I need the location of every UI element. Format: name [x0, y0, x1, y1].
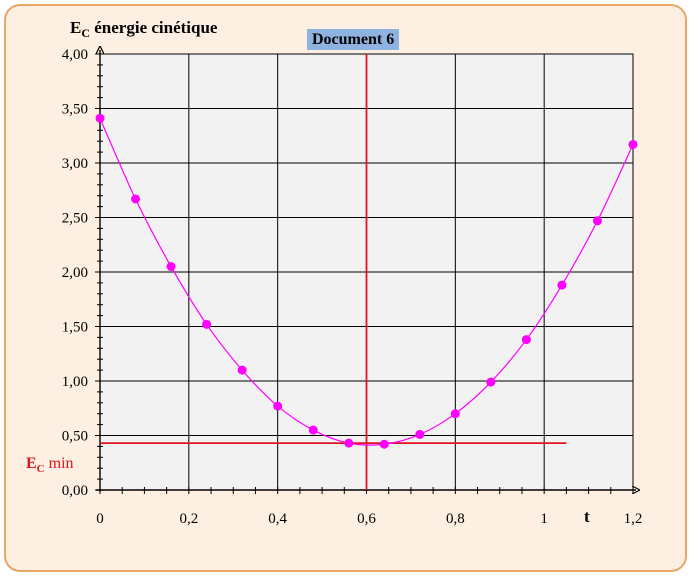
- data-point: [344, 438, 354, 448]
- y-tick-label: 3,50: [62, 102, 88, 118]
- x-tick-label: 1: [540, 511, 548, 527]
- y-axis-title: EC énergie cinétique: [70, 18, 218, 40]
- ec-min-label: EC min: [26, 455, 74, 475]
- y-axis-title-rest: énergie cinétique: [94, 18, 218, 37]
- document-label: Document 6: [307, 29, 400, 50]
- y-tick-label: 1,50: [62, 320, 88, 336]
- x-tick-label: 0,2: [179, 511, 198, 527]
- y-axis-title-main: E: [70, 18, 82, 37]
- data-point: [486, 377, 496, 387]
- data-point: [557, 280, 567, 290]
- x-tick-label: 0,4: [268, 511, 287, 527]
- y-tick-label: 3,00: [62, 156, 88, 172]
- x-axis-title: t: [584, 507, 590, 526]
- data-point: [521, 335, 531, 345]
- ec-min-label-sub: C: [36, 463, 45, 475]
- x-tick-label: 0: [96, 511, 104, 527]
- series-line: [99, 118, 634, 446]
- y-tick-label: 2,50: [62, 211, 88, 227]
- y-tick-label: 4,00: [62, 47, 88, 63]
- data-point: [95, 113, 105, 123]
- annotation-lines: [100, 54, 567, 490]
- y-tick-label: 0,50: [62, 429, 88, 445]
- x-tick-label: 0,6: [357, 511, 376, 527]
- y-tick-label: 0,00: [62, 483, 88, 499]
- data-point: [273, 401, 283, 411]
- data-point: [131, 194, 141, 204]
- series-curve: [95, 113, 638, 449]
- data-point: [166, 262, 176, 272]
- ec-min-label-main: E: [26, 455, 37, 472]
- ec-min-label-rest: min: [48, 455, 74, 472]
- data-point: [202, 319, 212, 329]
- x-tick-label: 1,2: [624, 511, 643, 527]
- y-axis-title-sub: C: [81, 26, 91, 40]
- data-point: [628, 139, 638, 149]
- y-tick-label: 1,00: [62, 374, 88, 390]
- data-point: [450, 409, 460, 419]
- data-point: [379, 439, 389, 449]
- x-tick-label: 0,8: [446, 511, 465, 527]
- data-point: [237, 365, 247, 375]
- data-point: [415, 429, 425, 439]
- y-tick-label: 2,00: [62, 265, 88, 281]
- tick-labels: 0,00 0,50 1,00 1,50 2,00 2,50 3,00 3,50 4,00 0 0,2…: [62, 47, 643, 527]
- data-point: [308, 425, 318, 435]
- data-point: [592, 216, 602, 226]
